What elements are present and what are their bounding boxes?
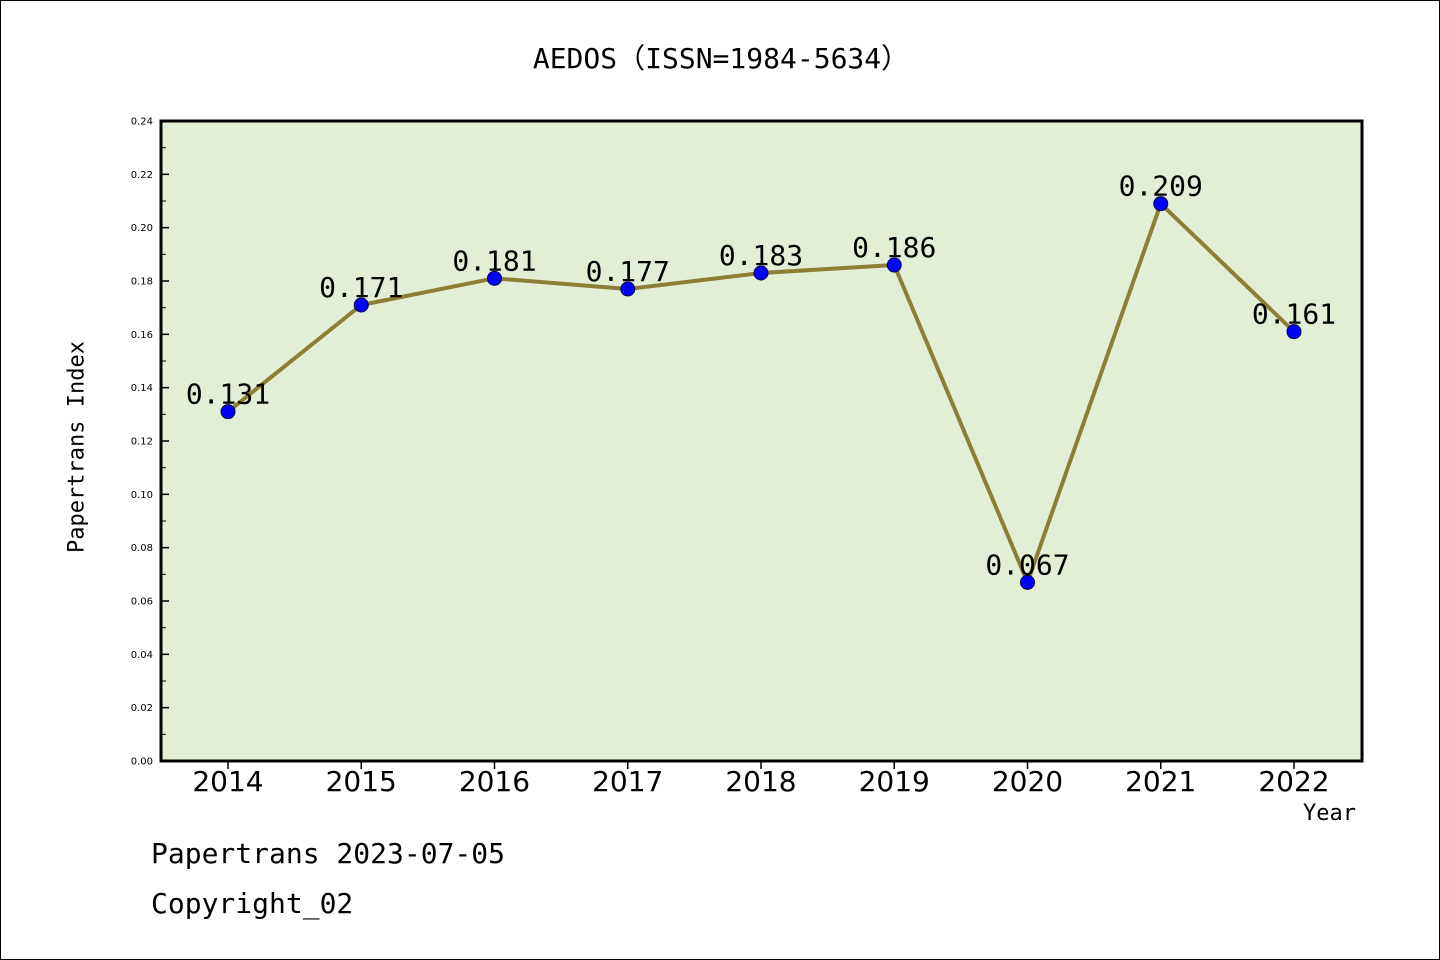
plot-area [161, 121, 1362, 761]
data-point [353, 297, 369, 313]
data-point [753, 265, 769, 281]
data-label: 0.209 [1119, 170, 1203, 203]
y-tick-label: 0.10 [131, 490, 153, 501]
chart-title: AEDOS（ISSN=1984-5634） [532, 42, 910, 75]
x-tick-label: 2014 [192, 765, 263, 798]
plot-border [159, 119, 1364, 763]
y-tick-label: 0.20 [131, 223, 153, 234]
x-axis-label: Year [1303, 801, 1356, 826]
x-tick-label: 2016 [459, 765, 530, 798]
y-axis-label: Papertrans Index [64, 341, 90, 553]
y-tick-label: 0.12 [131, 437, 153, 448]
y-tick-label: 0.16 [131, 330, 153, 341]
footer-copyright: Copyright_02 [151, 887, 354, 920]
data-label: 0.161 [1252, 298, 1336, 331]
data-point [1286, 324, 1302, 340]
y-tick-label: 0.04 [131, 650, 153, 661]
y-tick-label: 0.02 [131, 703, 153, 714]
x-tick-label: 2020 [992, 765, 1063, 798]
data-point [620, 281, 636, 297]
y-tick-label: 0.00 [131, 757, 153, 768]
x-tick-label: 2022 [1258, 765, 1329, 798]
data-point [220, 404, 236, 420]
data-label: 0.186 [852, 231, 936, 264]
data-label: 0.181 [452, 244, 536, 277]
data-point [1020, 574, 1035, 590]
x-tick-label: 2018 [725, 765, 796, 798]
y-tick-label: 0.24 [131, 117, 153, 128]
y-tick-label: 0.06 [131, 597, 153, 608]
y-tick-label: 0.22 [131, 170, 153, 181]
data-point [487, 270, 502, 286]
data-label: 0.177 [586, 255, 670, 288]
x-tick-label: 2017 [592, 765, 663, 798]
x-tick-label: 2021 [1125, 765, 1196, 798]
y-tick-label: 0.18 [131, 277, 153, 288]
x-tick-label: 2019 [859, 765, 930, 798]
data-label: 0.183 [719, 239, 803, 272]
y-tick-label: 0.08 [131, 543, 153, 554]
y-tick-label: 0.14 [131, 383, 153, 394]
data-point [886, 257, 902, 273]
data-label: 0.131 [186, 378, 270, 411]
data-point [1153, 196, 1169, 212]
data-label: 0.067 [985, 548, 1069, 581]
x-tick-label: 2015 [326, 765, 397, 798]
data-label: 0.171 [319, 271, 403, 304]
footer-date: Papertrans 2023-07-05 [151, 837, 506, 870]
